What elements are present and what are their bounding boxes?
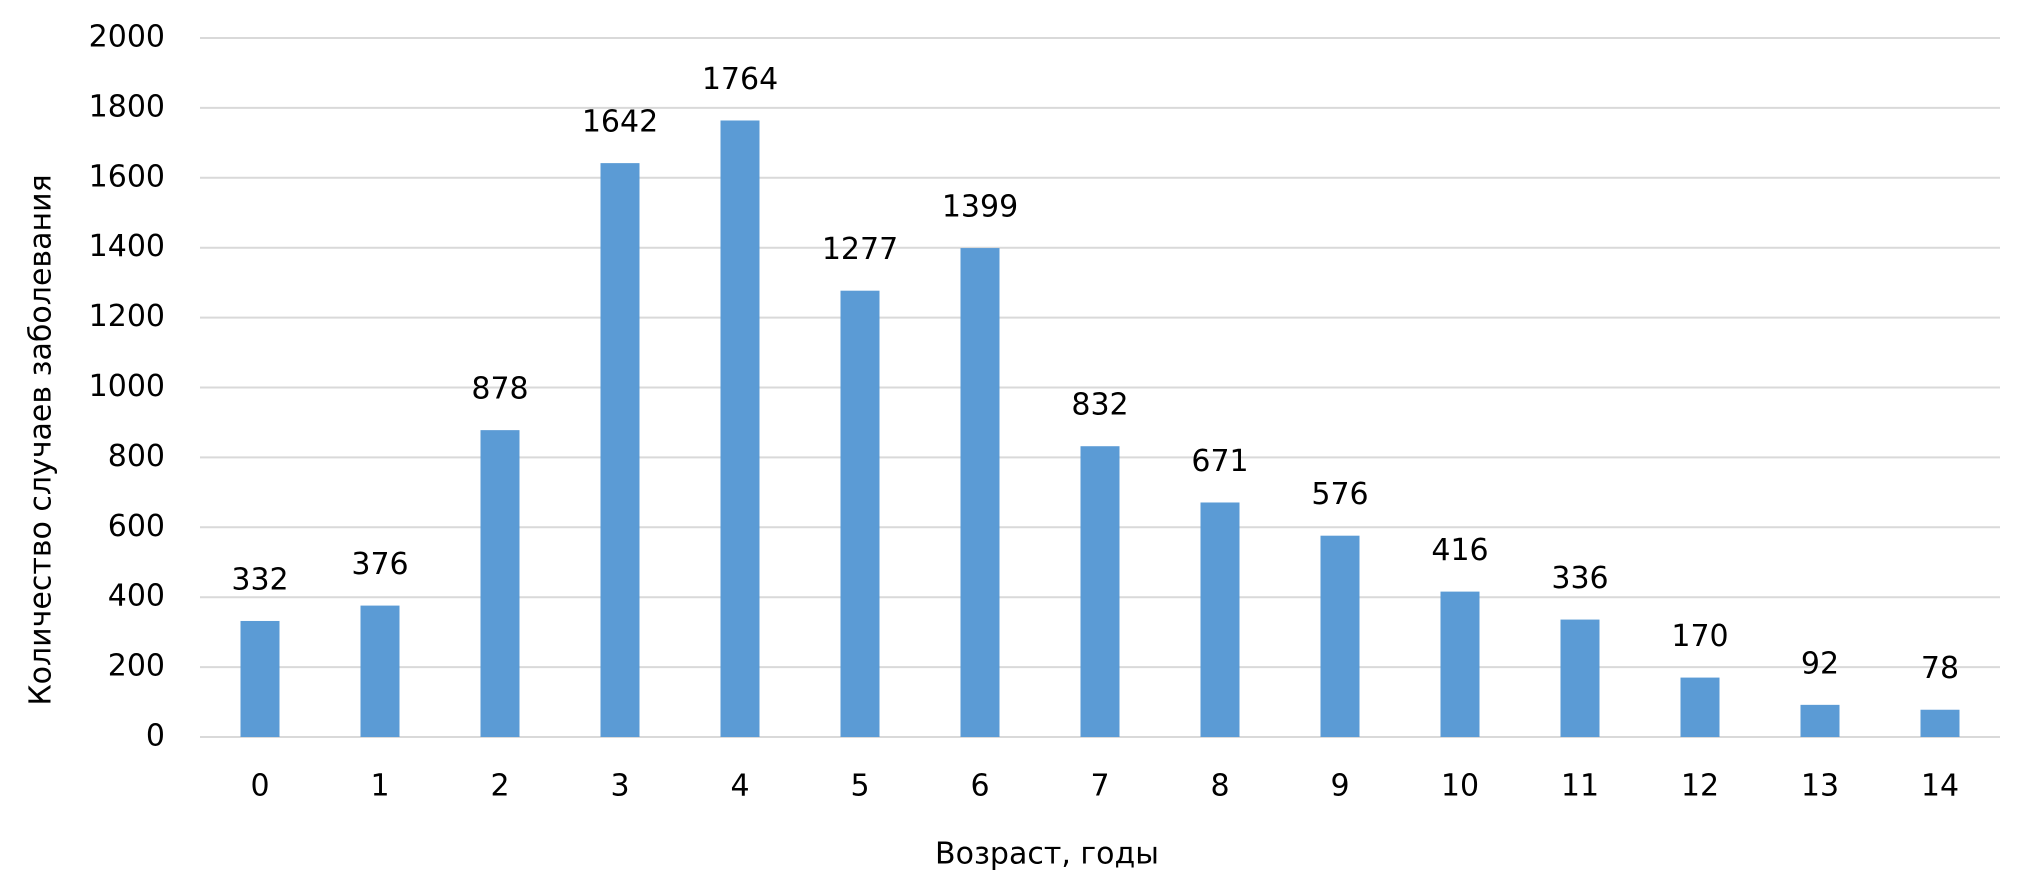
x-tick-label: 11 [1561,769,1599,804]
y-tick-label: 0 [146,719,165,754]
data-label: 170 [1671,619,1728,654]
x-tick-label: 4 [730,769,749,804]
data-label: 78 [1921,651,1959,686]
x-tick-label: 3 [610,769,629,804]
data-label: 1764 [702,62,778,97]
data-label: 1399 [942,190,1018,225]
bar [960,248,1000,737]
y-tick-label: 600 [108,509,165,544]
bar [480,430,520,737]
y-tick-label: 1000 [89,369,165,404]
y-tick-label: 200 [108,649,165,684]
x-tick-label: 13 [1801,769,1839,804]
y-tick-label: 1800 [89,89,165,124]
x-tick-label: 12 [1681,769,1719,804]
data-label: 1277 [822,232,898,267]
data-label: 336 [1551,561,1608,596]
bar [1320,535,1360,737]
y-tick-label: 400 [108,579,165,614]
x-tick-label: 2 [490,769,509,804]
x-tick-label: 7 [1090,769,1109,804]
bar [1920,709,1960,737]
data-label: 1642 [582,105,658,140]
x-tick-label: 10 [1441,769,1479,804]
y-axis-label: Количество случаев заболевания [24,174,59,705]
bar [600,163,640,738]
x-tick-label: 9 [1330,769,1349,804]
bar [1200,502,1240,737]
x-tick-label: 6 [970,769,989,804]
x-tick-label: 14 [1921,769,1959,804]
y-tick-label: 1400 [89,229,165,264]
data-label: 671 [1191,444,1248,479]
data-label: 376 [351,547,408,582]
bar [360,605,400,737]
bar [1440,591,1480,737]
data-label: 416 [1431,533,1488,568]
bar [1080,446,1120,737]
x-tick-label: 0 [250,769,269,804]
data-label: 878 [471,372,528,407]
data-label: 576 [1311,477,1368,512]
y-tick-label: 1200 [89,299,165,334]
x-tick-label: 1 [370,769,389,804]
data-label: 92 [1801,646,1839,681]
y-tick-label: 2000 [89,20,165,55]
bar [1680,677,1720,737]
x-tick-label: 5 [850,769,869,804]
data-label: 332 [231,562,288,597]
x-tick-label: 8 [1210,769,1229,804]
bar [720,120,760,738]
x-axis-label: Возраст, годы [935,837,1159,872]
y-tick-label: 800 [108,439,165,474]
data-label: 832 [1071,388,1128,423]
bar [240,620,280,737]
bar [840,290,880,737]
y-tick-label: 1600 [89,159,165,194]
bar [1560,619,1600,737]
bar [1800,704,1840,737]
